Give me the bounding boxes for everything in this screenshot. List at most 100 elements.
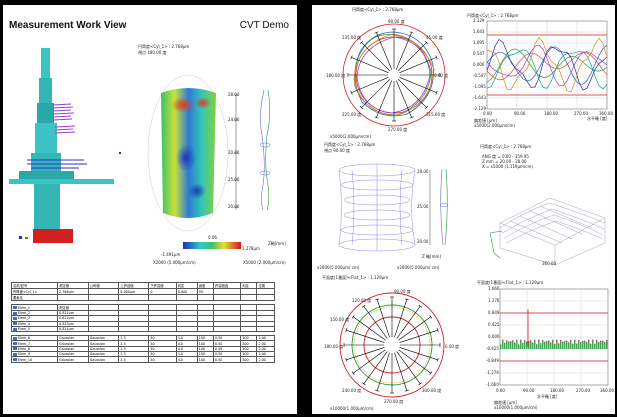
polar2-angle-0: 0.00 度 xyxy=(445,344,460,349)
polar-spoke xyxy=(376,299,390,338)
deviation-bar xyxy=(558,343,560,349)
line-chart-ytick: 0.547 xyxy=(473,51,485,56)
deviation-line-chart[interactable] xyxy=(486,20,612,111)
deviation-marker xyxy=(530,340,532,342)
deviation-bar xyxy=(602,341,604,349)
polar1-angle-225: 225.00 度 xyxy=(342,112,362,117)
deviation-marker xyxy=(596,339,598,341)
deviation-marker xyxy=(542,339,544,341)
deviation-bar xyxy=(584,341,586,349)
right-report-page: 円筒度<Cyl_1> : 2.768μm 90.00 度 45.00 度 0.0… xyxy=(312,5,615,414)
deviation-marker xyxy=(524,340,526,342)
polar-spoke-cap xyxy=(359,40,364,45)
polar-spoke xyxy=(352,349,386,374)
polar-spoke xyxy=(396,32,412,70)
row-icon xyxy=(13,311,17,315)
deviation-marker xyxy=(502,339,504,341)
deviation-bar xyxy=(540,343,542,349)
line-chart-ytick: -1.643 xyxy=(473,95,486,100)
profile-side-view[interactable] xyxy=(234,85,276,215)
deviation-bar xyxy=(600,341,602,349)
polar2-angle-300: 300.00 度 xyxy=(422,388,442,393)
cyl2d-tick: 28.00 xyxy=(417,169,429,174)
line-chart-title: 円筒度<Cyl_1> : 2.768μm xyxy=(467,13,519,18)
polar-spoke-cap xyxy=(361,304,366,308)
deviation-bar xyxy=(538,340,540,349)
deviation-marker xyxy=(568,342,570,344)
cylinder-profile-2d[interactable] xyxy=(429,165,455,250)
deviation-bar xyxy=(592,340,594,349)
flatness-deviation-chart[interactable] xyxy=(499,288,610,387)
polar-spoke-cap xyxy=(361,382,366,386)
bar-chart-ytick: 0.849 xyxy=(488,310,500,315)
part-3d-model[interactable] xyxy=(9,40,124,260)
deviation-marker xyxy=(538,339,540,341)
deviation-marker xyxy=(520,339,522,341)
deviation-marker xyxy=(554,343,556,345)
deviation-bar xyxy=(532,343,534,349)
row-icon xyxy=(13,327,17,331)
deviation-bar xyxy=(606,340,608,349)
line-chart-xtick: 90.00 xyxy=(514,111,526,116)
deviation-bar xyxy=(528,341,530,349)
polar-spoke-cap xyxy=(350,90,353,95)
deviation-bar xyxy=(566,341,568,349)
deviation-trace xyxy=(486,44,608,87)
row-icon xyxy=(13,306,17,309)
cylinder-wireframe-2d[interactable] xyxy=(332,160,437,255)
polar2-angle-270: 270.00 度 xyxy=(384,399,404,404)
table-row: 円筒度<Cyl_1> 2.768μm 8.000μm 0 0.000 OK xyxy=(10,288,275,295)
polar-chart-roundness[interactable] xyxy=(327,17,457,137)
page-subtitle: CVT Demo xyxy=(239,20,289,31)
polar1-title: 円筒度<Cyl_1> : 2.768μm xyxy=(352,7,404,12)
iso3d-info-line: X = x5000 (1.119μm/cm) xyxy=(482,164,533,169)
polar1-angle-90: 90.00 度 xyxy=(388,19,405,24)
deviation-marker xyxy=(586,342,588,344)
cyl2d-tick: 20.00 xyxy=(417,239,429,244)
polar-spoke-cap xyxy=(351,314,355,319)
surface-3d-plot[interactable] xyxy=(480,173,612,268)
deviation-marker xyxy=(604,341,606,343)
polar1-angle-0: 0.00 度 xyxy=(434,73,449,78)
polar2-angle-90: 90.00 度 xyxy=(394,289,411,294)
row-icon xyxy=(13,347,17,351)
polar-spoke-cap xyxy=(424,40,429,45)
polar-spoke xyxy=(351,57,389,73)
deviation-bar xyxy=(604,342,606,349)
deviation-bar xyxy=(544,342,546,349)
line-chart-ytick: 1.095 xyxy=(473,40,485,45)
cyl2d-subtitle: 視点 90.00 度 xyxy=(324,148,350,153)
cylinder-surface-map[interactable] xyxy=(141,73,236,233)
polar-spoke-cap xyxy=(436,328,439,333)
deviation-bar xyxy=(586,342,588,349)
deviation-bar xyxy=(508,341,510,349)
deviation-bar xyxy=(564,341,566,349)
polar-spoke xyxy=(363,351,388,385)
polar1-angle-180: 180.00 度 xyxy=(326,73,346,78)
polar-chart-flatness[interactable] xyxy=(322,287,462,407)
deviation-marker xyxy=(564,340,566,342)
deviation-marker xyxy=(594,343,596,345)
deviation-bar xyxy=(594,344,596,349)
deviation-marker xyxy=(572,343,574,345)
deviation-marker xyxy=(508,341,510,343)
deviation-marker xyxy=(590,343,592,345)
polar1-angle-135: 135.00 度 xyxy=(342,35,362,40)
deviation-marker xyxy=(526,341,528,343)
polar2-title: 平面度(1番面)<Flat_1> : 1.129μm xyxy=(322,275,389,280)
deviation-marker xyxy=(528,341,530,343)
bar-chart-ytick: -1.660 xyxy=(486,382,499,387)
polar-spoke-cap xyxy=(404,389,409,392)
row-icon xyxy=(13,352,17,356)
deviation-bar xyxy=(598,342,600,349)
deviation-marker xyxy=(588,339,590,341)
surface-info-line2: 視点 180.00 度 xyxy=(138,50,167,55)
polar-spoke xyxy=(376,352,390,391)
deviation-bar xyxy=(552,340,554,349)
bar-chart-ytick: 0.000 xyxy=(488,334,500,339)
deviation-bar xyxy=(560,340,562,349)
scale-magnification-left: X2000 (5.000μm/cm) xyxy=(153,260,196,265)
deviation-marker xyxy=(504,342,506,344)
polar-spoke xyxy=(398,316,432,341)
deviation-bar xyxy=(548,340,550,349)
